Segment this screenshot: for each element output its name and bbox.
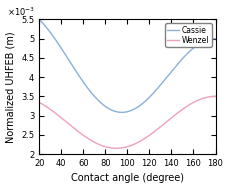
Cassie: [159, 84, 162, 86]
Line: Cassie: Cassie: [39, 19, 215, 112]
Cassie: [175, 64, 178, 66]
Wenzel: [159, 126, 162, 128]
Cassie: [38, 18, 41, 21]
X-axis label: Contact angle (degree): Contact angle (degree): [71, 174, 184, 184]
Cassie: [109, 108, 112, 111]
Wenzel: [214, 95, 217, 98]
Line: Wenzel: Wenzel: [39, 96, 215, 148]
Legend: Cassie, Wenzel: Cassie, Wenzel: [165, 23, 212, 47]
Text: $\times10^{-3}$: $\times10^{-3}$: [8, 6, 35, 18]
Wenzel: [115, 147, 118, 149]
Cassie: [120, 111, 123, 114]
Wenzel: [56, 113, 59, 116]
Cassie: [56, 41, 59, 43]
Y-axis label: Normalized UHFEB (m): Normalized UHFEB (m): [5, 31, 16, 143]
Wenzel: [175, 112, 178, 115]
Cassie: [179, 60, 181, 63]
Cassie: [115, 111, 118, 113]
Wenzel: [116, 147, 118, 149]
Wenzel: [179, 110, 181, 112]
Cassie: [214, 37, 217, 40]
Wenzel: [38, 101, 41, 104]
Wenzel: [109, 147, 112, 149]
